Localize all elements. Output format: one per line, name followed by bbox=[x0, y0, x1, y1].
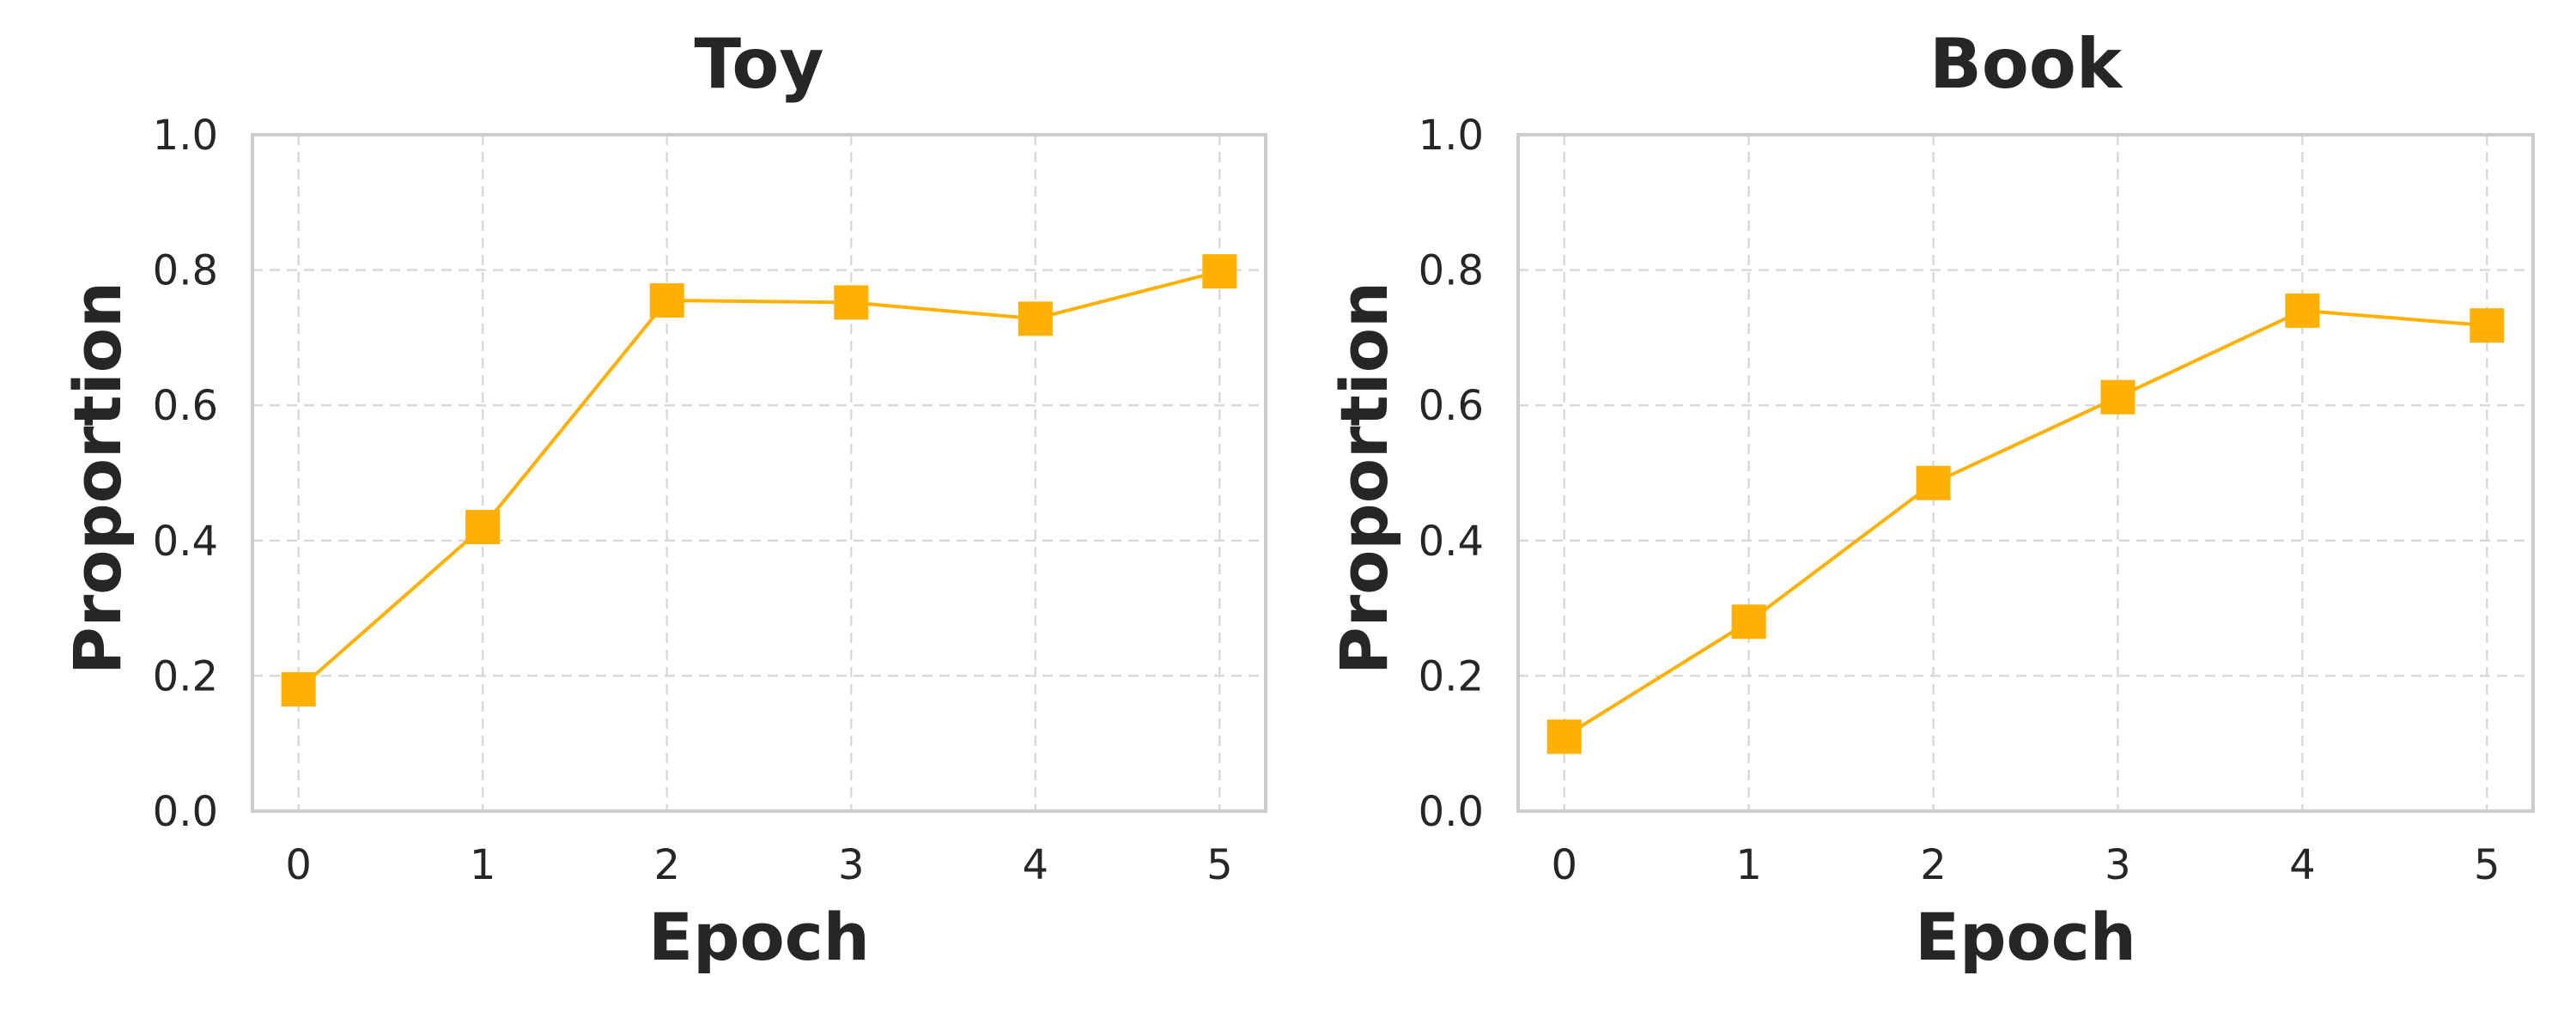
series-line bbox=[1563, 308, 2488, 739]
x-tick-label: 1 bbox=[1735, 841, 1762, 889]
data-point-marker bbox=[2285, 293, 2320, 328]
x-tick-label: 2 bbox=[653, 841, 680, 889]
y-tick-label: 1.0 bbox=[153, 112, 218, 160]
y-tick-label: 0.8 bbox=[1419, 247, 1484, 295]
x-tick-label: 5 bbox=[1206, 841, 1233, 889]
plot-area: 0 1 2 3 4 5 0.0 0.2 0.4 0.6 0.8 1.0 bbox=[153, 112, 1267, 889]
y-tick-label: 0.2 bbox=[1419, 652, 1484, 700]
x-tick-label: 3 bbox=[2105, 841, 2131, 889]
chart-title: Toy bbox=[694, 24, 823, 104]
data-point-marker bbox=[281, 672, 316, 707]
y-tick-label: 0.8 bbox=[153, 247, 218, 295]
x-axis-label: Epoch bbox=[648, 899, 870, 975]
plot-area: 0 1 2 3 4 5 0.0 0.2 0.4 0.6 0.8 1.0 bbox=[1419, 112, 2535, 889]
plot-frame bbox=[251, 133, 1267, 813]
data-point-marker bbox=[465, 510, 501, 545]
data-point-marker bbox=[2470, 308, 2505, 343]
plot-frame bbox=[1516, 133, 2535, 813]
chart-book: Book Epoch Proportion 0 1 2 3 4 5 0.0 0.2 0.4 0.6… bbox=[1326, 24, 2535, 975]
x-tick-label: 4 bbox=[1023, 841, 1049, 889]
y-axis-label: Proportion bbox=[59, 282, 136, 675]
x-tick-label: 2 bbox=[1920, 841, 1947, 889]
data-point-marker bbox=[649, 283, 684, 318]
data-point-marker bbox=[1018, 301, 1053, 336]
data-point-marker bbox=[834, 285, 869, 320]
x-axis-label: Epoch bbox=[1915, 899, 2136, 975]
y-axis-label: Proportion bbox=[1326, 282, 1402, 675]
y-tick-label: 0.2 bbox=[153, 652, 218, 700]
y-tick-label: 0.0 bbox=[1419, 788, 1484, 836]
y-tick-label: 0.0 bbox=[153, 788, 218, 836]
y-tick-label: 1.0 bbox=[1419, 112, 1484, 160]
chart-toy: Toy Epoch Proportion 0 1 2 3 4 50.00.20.40.60… bbox=[59, 24, 1267, 975]
x-tick-label: 4 bbox=[2289, 841, 2316, 889]
series-line bbox=[297, 270, 1220, 691]
data-point-marker bbox=[2100, 379, 2136, 415]
data-point-marker bbox=[1202, 254, 1237, 289]
y-tick-label: 0.6 bbox=[153, 382, 218, 430]
x-tick-label: 1 bbox=[470, 841, 496, 889]
y-tick-label: 0.6 bbox=[1419, 382, 1484, 430]
chart-title: Book bbox=[1929, 24, 2123, 104]
x-tick-label: 0 bbox=[285, 841, 312, 889]
data-point-marker bbox=[1546, 719, 1582, 754]
y-tick-label: 0.4 bbox=[153, 518, 218, 566]
x-tick-label: 0 bbox=[1551, 841, 1577, 889]
x-tick-label: 3 bbox=[838, 841, 865, 889]
data-point-marker bbox=[1916, 465, 1951, 500]
x-tick-label: 5 bbox=[2474, 841, 2500, 889]
data-point-marker bbox=[1731, 604, 1766, 639]
y-tick-label: 0.4 bbox=[1419, 518, 1484, 566]
